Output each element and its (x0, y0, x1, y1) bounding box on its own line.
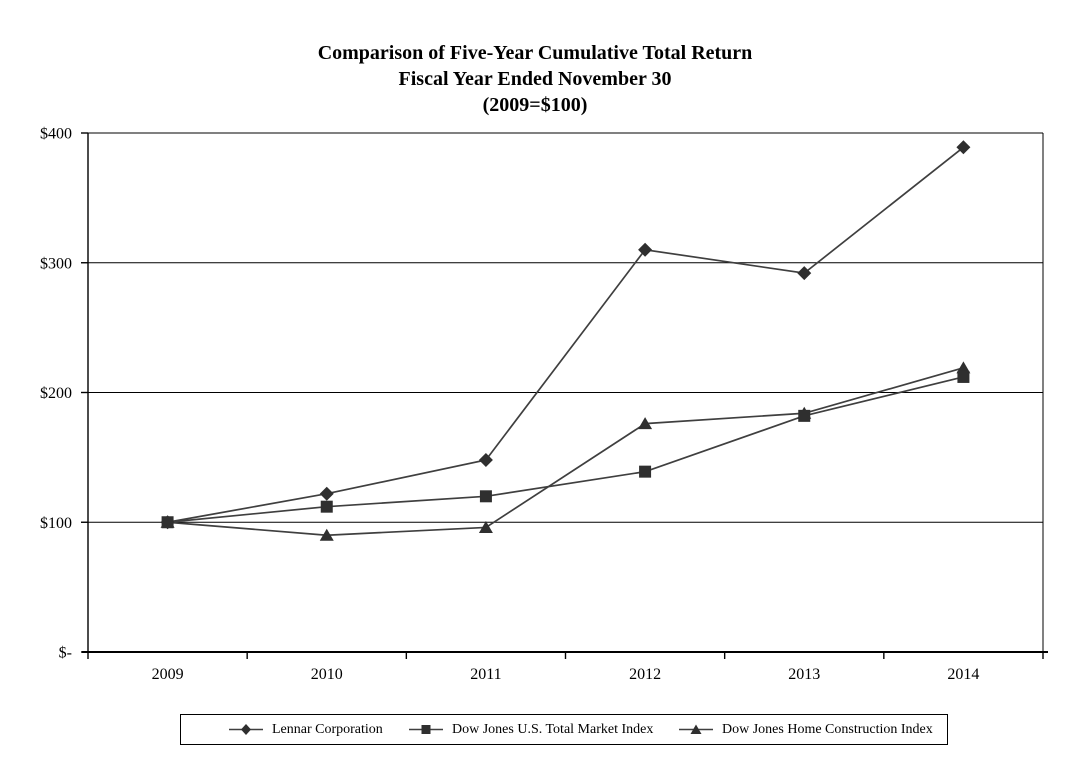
marker-square (957, 370, 970, 383)
x-axis-tick-label: 2009 (152, 666, 184, 683)
y-axis-tick-label: $300 (40, 255, 72, 272)
chart-title-block: Comparison of Five-Year Cumulative Total… (0, 40, 1070, 118)
chart-title-line-2: Fiscal Year Ended November 30 (398, 68, 672, 90)
y-axis-tick-label: $200 (40, 385, 72, 402)
series-line-square (167, 376, 964, 524)
marker-square (320, 500, 333, 513)
marker-square (798, 409, 811, 422)
legend-entry-total-market: Dow Jones U.S. Total Market Index (409, 715, 653, 744)
y-axis-tick-label: $100 (40, 515, 72, 532)
marker-triangle (956, 361, 971, 374)
x-axis-tick-label: 2013 (788, 666, 820, 683)
chart-title-line-1: Comparison of Five-Year Cumulative Total… (317, 42, 753, 64)
x-axis-tick-label: 2010 (311, 666, 343, 683)
legend-label-home-construction: Dow Jones Home Construction Index (722, 721, 933, 737)
y-axis-tick-label: $400 (40, 126, 72, 143)
marker-diamond (478, 452, 493, 467)
series-line-diamond (167, 146, 964, 524)
legend-triangle-marker-icon (679, 724, 713, 734)
legend-label-lennar: Lennar Corporation (272, 721, 383, 737)
legend-label-total-market: Dow Jones U.S. Total Market Index (452, 721, 654, 737)
marker-square (639, 465, 652, 478)
x-axis-tick-label: 2011 (470, 666, 501, 683)
x-axis-tick-label: 2014 (947, 666, 979, 683)
series-line-triangle (167, 367, 964, 537)
legend-entry-home-construction: Dow Jones Home Construction Index (679, 715, 933, 744)
marker-diamond (956, 140, 971, 155)
marker-triangle (319, 528, 334, 541)
chart-plot-area: $- $100 $200 $300 $400 2009 2010 2011 2012 2013 20… (40, 126, 1048, 683)
marker-diamond (319, 486, 334, 501)
chart-legend: Lennar Corporation Dow Jones U.S. Total … (180, 714, 948, 745)
chart-title-line-3: (2009=$100) (482, 94, 588, 116)
legend-entry-lennar: Lennar Corporation (229, 715, 383, 744)
x-axis-tick-label: 2012 (629, 666, 661, 683)
marker-square (161, 516, 174, 529)
marker-diamond (638, 242, 653, 257)
y-axis-tick-label: $- (59, 645, 72, 662)
legend-diamond-marker-icon (229, 724, 263, 735)
marker-diamond (797, 266, 812, 281)
marker-square (479, 490, 492, 503)
legend-square-marker-icon (409, 725, 443, 734)
marker-triangle (478, 520, 493, 533)
marker-triangle (638, 417, 653, 430)
